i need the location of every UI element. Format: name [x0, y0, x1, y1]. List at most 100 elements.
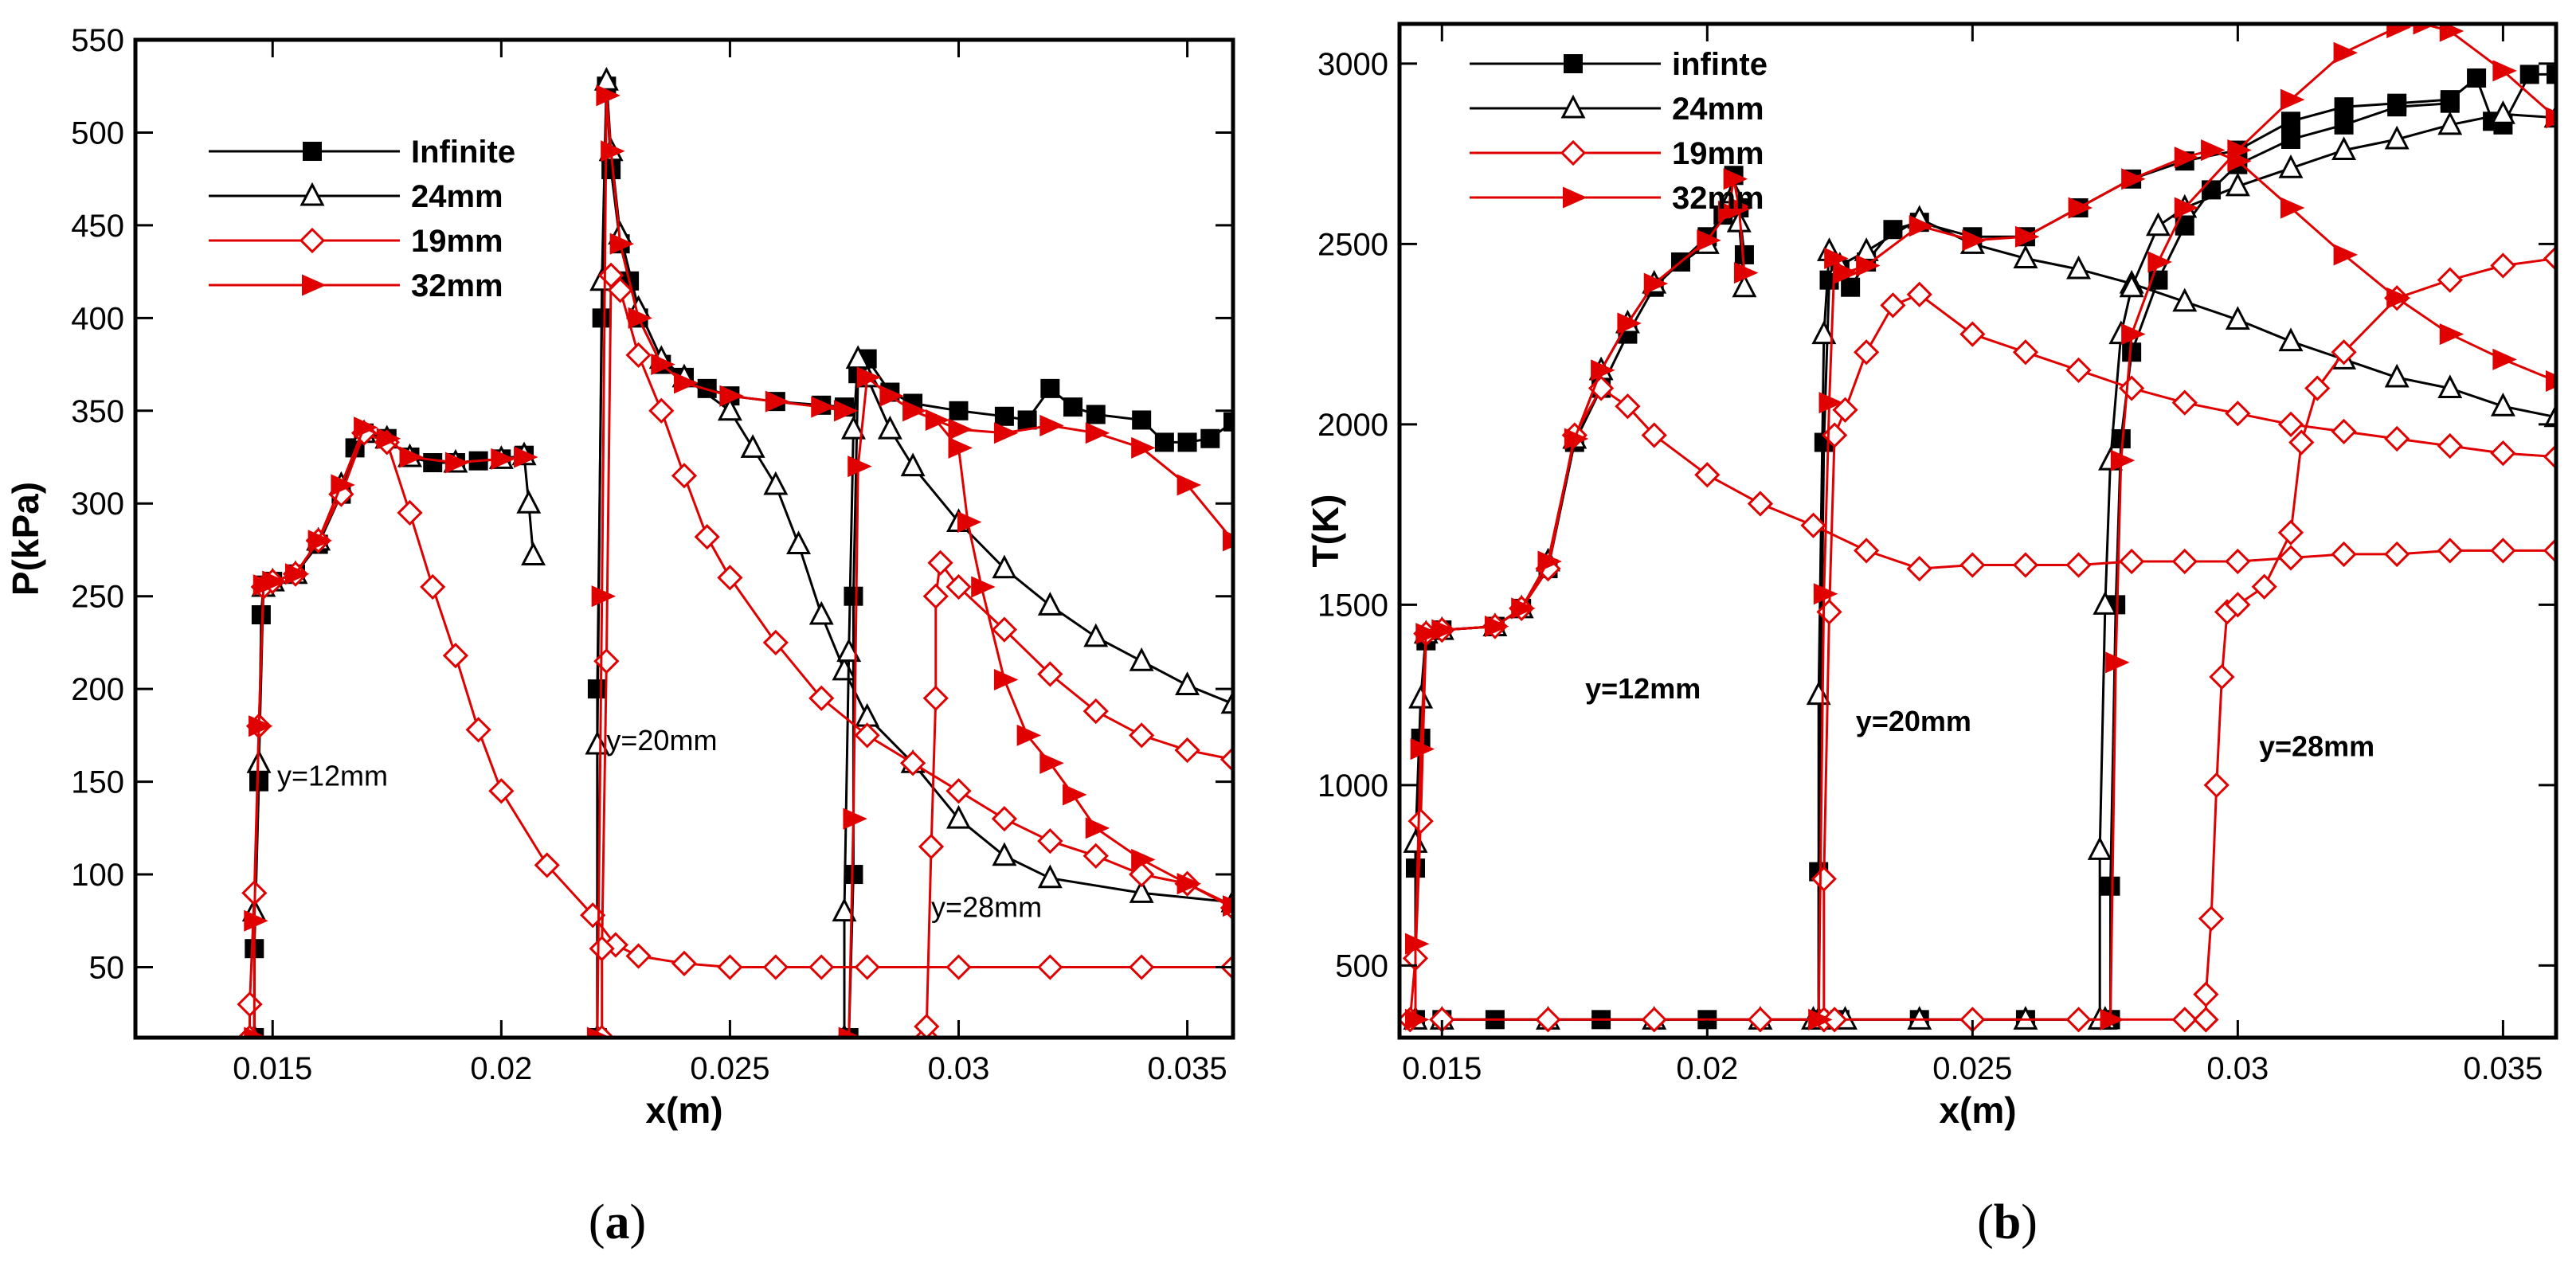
data-point-Infinite	[949, 401, 969, 420]
data-point-19mm	[694, 524, 720, 550]
data-point-24mm	[1806, 681, 1831, 706]
data-point-32mm	[1016, 724, 1042, 746]
data-point-24mm	[2172, 287, 2198, 312]
data-point-19mm	[2543, 538, 2556, 564]
data-point-32mm	[2280, 197, 2305, 219]
legend-marker	[299, 227, 326, 254]
data-point-32mm	[2014, 225, 2040, 248]
data-point-24mm	[2225, 172, 2250, 197]
data-point-24mm	[2145, 212, 2171, 237]
series-line-32mm-3	[934, 419, 1233, 907]
data-point-32mm	[1728, 197, 1753, 219]
data-point-19mm	[854, 954, 880, 980]
data-point-19mm	[1811, 866, 1837, 892]
data-point-19mm	[589, 936, 615, 962]
data-point-24mm	[2278, 327, 2304, 352]
panel-caption: (a)	[589, 1195, 646, 1249]
data-point-32mm	[674, 372, 699, 394]
data-point-19mm	[1880, 292, 1906, 319]
panel-b-temperature-chart: 0.015 0.02 0.025 0.03 0.035 500 1000 1500 2000 25…	[1305, 22, 2558, 1249]
y-axis-label: T(K)	[1305, 495, 1346, 568]
data-point-19mm	[922, 685, 949, 711]
data-point-32mm	[879, 385, 904, 407]
data-point-19mm	[2119, 375, 2145, 401]
data-point-19mm	[2437, 267, 2463, 293]
data-point-Infinite	[1154, 432, 1174, 452]
data-point-32mm	[719, 385, 744, 407]
x-tick-label: 0.025	[1932, 1051, 2012, 1086]
y-tick-label: 350	[71, 394, 124, 429]
data-point-infinte	[2519, 65, 2539, 84]
annotation-label: y=28mm	[931, 891, 1042, 924]
data-point-infinte	[2440, 93, 2460, 113]
data-point-19mm	[2543, 444, 2556, 470]
annotation-label: y=28mm	[2259, 730, 2374, 763]
data-point-19mm	[2203, 772, 2230, 799]
series-Infinite	[245, 76, 1233, 1038]
data-point-32mm	[1511, 597, 1536, 620]
data-point-Infinite	[1132, 410, 1152, 430]
data-point-32mm	[838, 1027, 863, 1038]
data-point-19mm	[1129, 954, 1155, 980]
series-line-24mm-4	[2098, 112, 2556, 1020]
data-point-32mm	[2110, 449, 2136, 471]
data-point-19mm	[397, 499, 423, 526]
series-line-infinte-0	[1414, 174, 1746, 1020]
data-point-19mm	[2225, 548, 2251, 575]
data-point-19mm	[2119, 548, 2145, 575]
data-point-32mm	[1537, 550, 1562, 573]
series-line-19mm-0	[249, 431, 1233, 1038]
x-tick-label: 0.015	[1402, 1051, 1482, 1086]
data-point-32mm	[1484, 616, 1509, 638]
data-point-19mm	[2490, 252, 2516, 279]
data-point-24mm	[900, 452, 926, 477]
data-point-24mm	[808, 600, 834, 625]
data-point-19mm	[762, 629, 789, 656]
data-point-32mm	[2439, 323, 2464, 346]
legend-label: infinte	[1672, 47, 1768, 82]
data-point-19mm	[1129, 861, 1155, 888]
series-line-19mm-0	[1408, 386, 2556, 1020]
y-tick-label: 250	[71, 580, 124, 615]
data-point-Infinite	[1086, 405, 1106, 424]
data-point-24mm	[836, 638, 862, 663]
y-tick-label: 1000	[1317, 768, 1388, 804]
series-group	[237, 66, 1233, 1038]
data-point-24mm	[946, 804, 971, 829]
data-point-19mm	[442, 643, 469, 669]
data-point-24mm	[2278, 154, 2304, 178]
x-tick-label: 0.02	[470, 1051, 532, 1086]
data-point-32mm	[2333, 244, 2359, 266]
y-tick-label: 500	[1335, 948, 1388, 983]
annotation-label: y=20mm	[606, 724, 717, 757]
data-point-24mm	[992, 842, 1017, 866]
data-point-32mm	[1176, 474, 1202, 496]
data-point-19mm	[2277, 519, 2304, 546]
legend-marker	[303, 142, 322, 161]
data-point-Infinite	[1177, 432, 1197, 452]
data-point-32mm	[1404, 1008, 1430, 1030]
data-point-24mm	[1129, 879, 1154, 903]
data-point-32mm	[833, 400, 859, 422]
data-point-32mm	[331, 474, 355, 496]
data-point-32mm	[596, 84, 621, 107]
data-point-32mm	[1131, 848, 1156, 870]
data-point-24mm	[2119, 273, 2144, 298]
x-tick-label: 0.035	[2463, 1051, 2543, 1086]
data-point-infinte	[2547, 65, 2556, 84]
legend: Infinite 24mm 19mm 32mm	[209, 135, 515, 303]
data-point-32mm	[651, 354, 675, 376]
data-point-32mm	[1818, 392, 1843, 414]
data-point-32mm	[2280, 88, 2305, 111]
legend-marker	[299, 182, 325, 206]
data-point-19mm	[2543, 245, 2556, 272]
data-point-32mm	[993, 422, 1019, 444]
annotation-label: y=12mm	[1585, 672, 1701, 705]
data-point-Infinite	[994, 406, 1014, 426]
data-point-19mm	[2490, 440, 2516, 467]
data-point-19mm	[488, 778, 515, 804]
data-point-19mm	[1641, 1007, 1667, 1033]
data-point-24mm	[1403, 829, 1428, 853]
series-24mm	[241, 66, 1233, 1038]
y-tick-label: 1500	[1317, 588, 1388, 623]
